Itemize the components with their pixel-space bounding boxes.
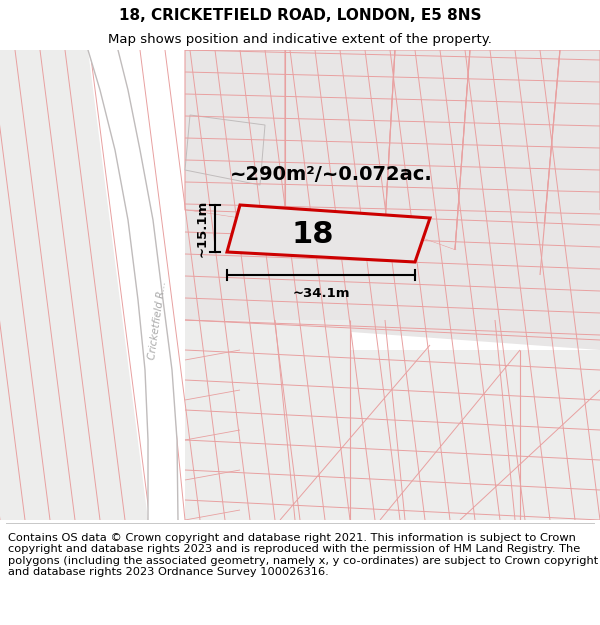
Polygon shape — [285, 50, 395, 225]
Text: 18: 18 — [292, 220, 334, 249]
Text: Map shows position and indicative extent of the property.: Map shows position and indicative extent… — [108, 32, 492, 46]
Polygon shape — [455, 50, 560, 275]
Text: ~290m²/~0.072ac.: ~290m²/~0.072ac. — [230, 166, 433, 184]
Polygon shape — [520, 350, 600, 520]
Polygon shape — [185, 50, 285, 225]
Polygon shape — [0, 50, 148, 520]
Polygon shape — [88, 50, 178, 520]
Polygon shape — [385, 50, 470, 250]
Text: ~15.1m: ~15.1m — [196, 200, 209, 257]
Text: Cricketfield R...: Cricketfield R... — [148, 280, 169, 360]
Text: ~34.1m: ~34.1m — [292, 287, 350, 300]
Polygon shape — [227, 205, 430, 262]
Text: Contains OS data © Crown copyright and database right 2021. This information is : Contains OS data © Crown copyright and d… — [8, 532, 598, 578]
Polygon shape — [540, 50, 600, 290]
Polygon shape — [350, 350, 520, 520]
Text: 18, CRICKETFIELD ROAD, LONDON, E5 8NS: 18, CRICKETFIELD ROAD, LONDON, E5 8NS — [119, 8, 481, 22]
Polygon shape — [185, 210, 600, 350]
Polygon shape — [185, 320, 350, 520]
Polygon shape — [185, 115, 265, 185]
